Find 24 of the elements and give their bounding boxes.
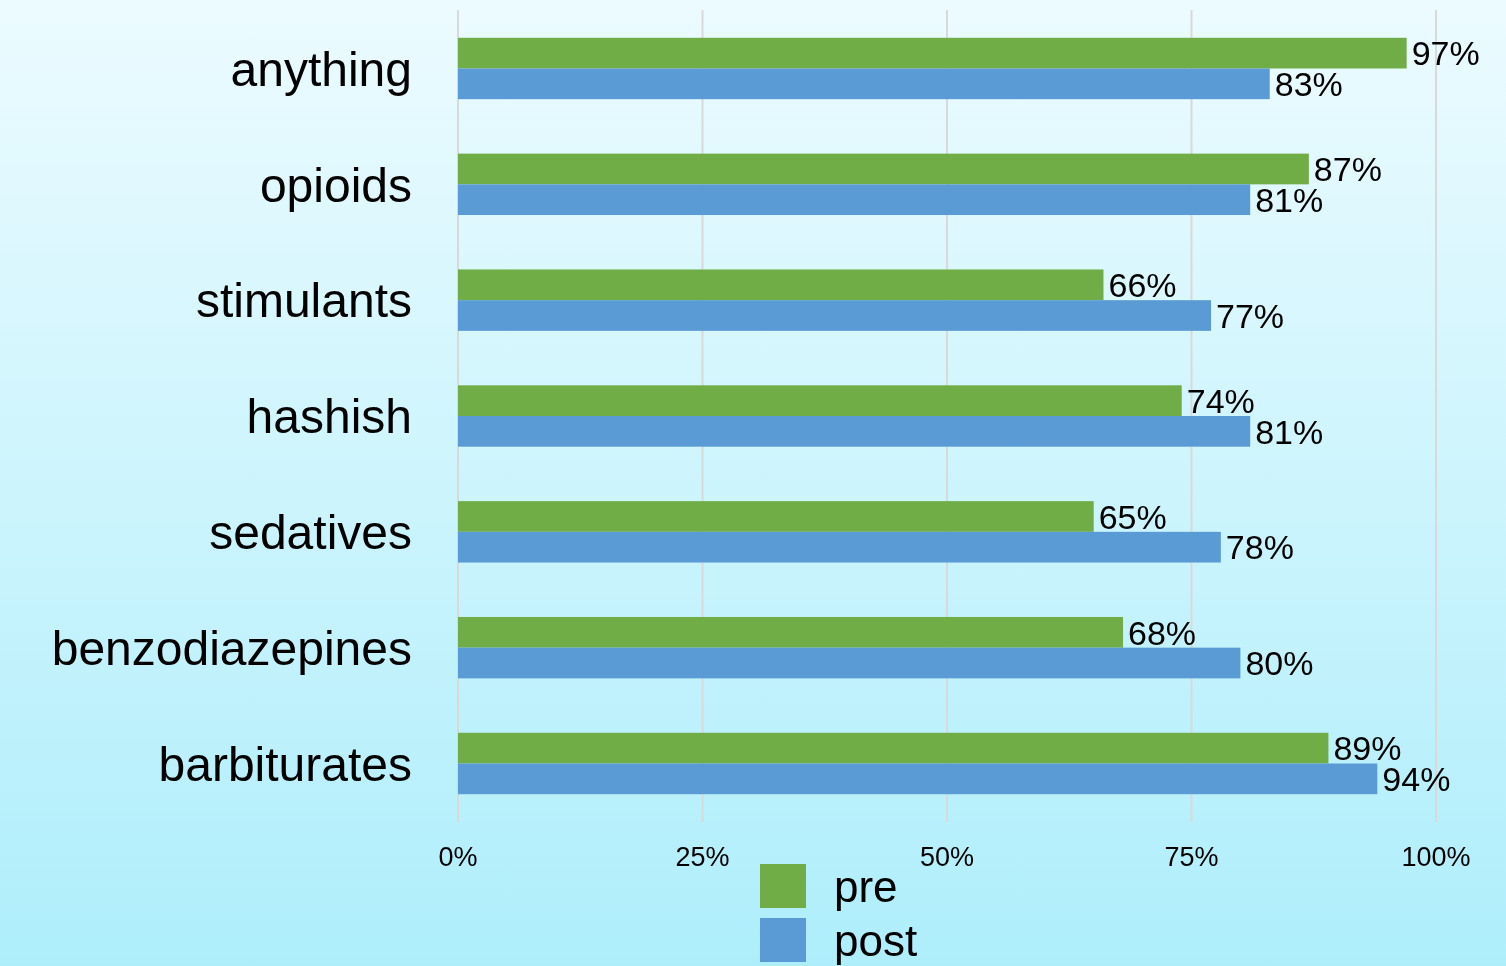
data-label: 83% <box>1274 65 1343 104</box>
data-label: 81% <box>1255 412 1324 451</box>
legend-label: post <box>834 915 918 965</box>
y-tick-label: sedatives <box>209 506 412 560</box>
data-label: 78% <box>1225 528 1294 567</box>
data-label: 66% <box>1108 266 1177 305</box>
x-tick-label: 100% <box>1401 841 1471 872</box>
x-tick-label: 50% <box>919 841 975 872</box>
data-label: 68% <box>1128 613 1197 652</box>
data-label: 77% <box>1216 296 1285 335</box>
y-tick-label: stimulants <box>195 274 412 328</box>
data-label: 80% <box>1245 644 1314 683</box>
y-tick-label: opioids <box>259 158 412 212</box>
y-tick-label: barbiturates <box>158 737 412 791</box>
data-label: 97% <box>1411 34 1480 73</box>
y-tick-label: hashish <box>246 390 412 444</box>
x-tick-label: 25% <box>675 841 730 872</box>
y-tick-label: benzodiazepines <box>51 621 412 675</box>
y-tick-label: anything <box>230 42 412 96</box>
data-label: 65% <box>1098 497 1167 536</box>
x-tick-label: 0% <box>438 841 478 872</box>
legend-label: pre <box>834 861 898 911</box>
data-label: 74% <box>1186 381 1255 420</box>
x-tick-label: 75% <box>1164 841 1219 872</box>
